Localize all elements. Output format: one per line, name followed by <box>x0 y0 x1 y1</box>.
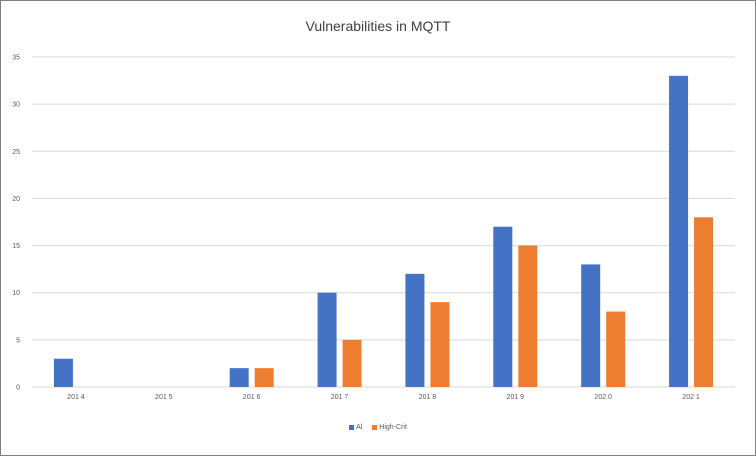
bar <box>53 358 73 387</box>
x-tick-label: 201 4 <box>67 394 85 401</box>
y-tick-label: 10 <box>12 290 20 297</box>
bar <box>606 311 626 387</box>
x-tick-label: 201 8 <box>419 394 437 401</box>
bar <box>694 217 714 387</box>
bar <box>669 75 689 387</box>
x-tick-label: 201 6 <box>243 394 261 401</box>
bar <box>317 292 337 387</box>
bar <box>405 273 425 387</box>
bar <box>254 368 274 387</box>
legend-label-high-crit: High-Crit <box>379 424 407 431</box>
y-tick-label: 25 <box>12 149 20 156</box>
bar <box>581 264 601 387</box>
bar <box>342 339 362 387</box>
legend-label-all: Al <box>356 424 363 431</box>
bar <box>493 226 513 387</box>
y-tick-label: 0 <box>16 385 20 392</box>
y-tick-label: 5 <box>16 337 20 344</box>
legend: Al High-Crit <box>0 424 756 431</box>
y-tick-label: 15 <box>12 243 20 250</box>
x-tick-label: 201 7 <box>331 394 349 401</box>
x-tick-label: 202 1 <box>682 394 700 401</box>
x-tick-label: 201 5 <box>155 394 173 401</box>
legend-item-high-crit: High-Crit <box>372 424 407 431</box>
bar <box>229 368 249 387</box>
y-tick-label: 35 <box>12 55 20 62</box>
legend-swatch-all <box>349 424 355 430</box>
legend-item-all: Al <box>349 424 362 431</box>
bar <box>518 245 538 387</box>
chart-title: Vulnerabilities in MQTT <box>305 18 451 34</box>
legend-swatch-high-crit <box>372 424 378 430</box>
y-tick-label: 30 <box>12 102 20 109</box>
x-tick-label: 201 9 <box>507 394 525 401</box>
x-tick-label: 202 0 <box>594 394 612 401</box>
bar <box>430 302 450 387</box>
y-tick-label: 20 <box>12 196 20 203</box>
